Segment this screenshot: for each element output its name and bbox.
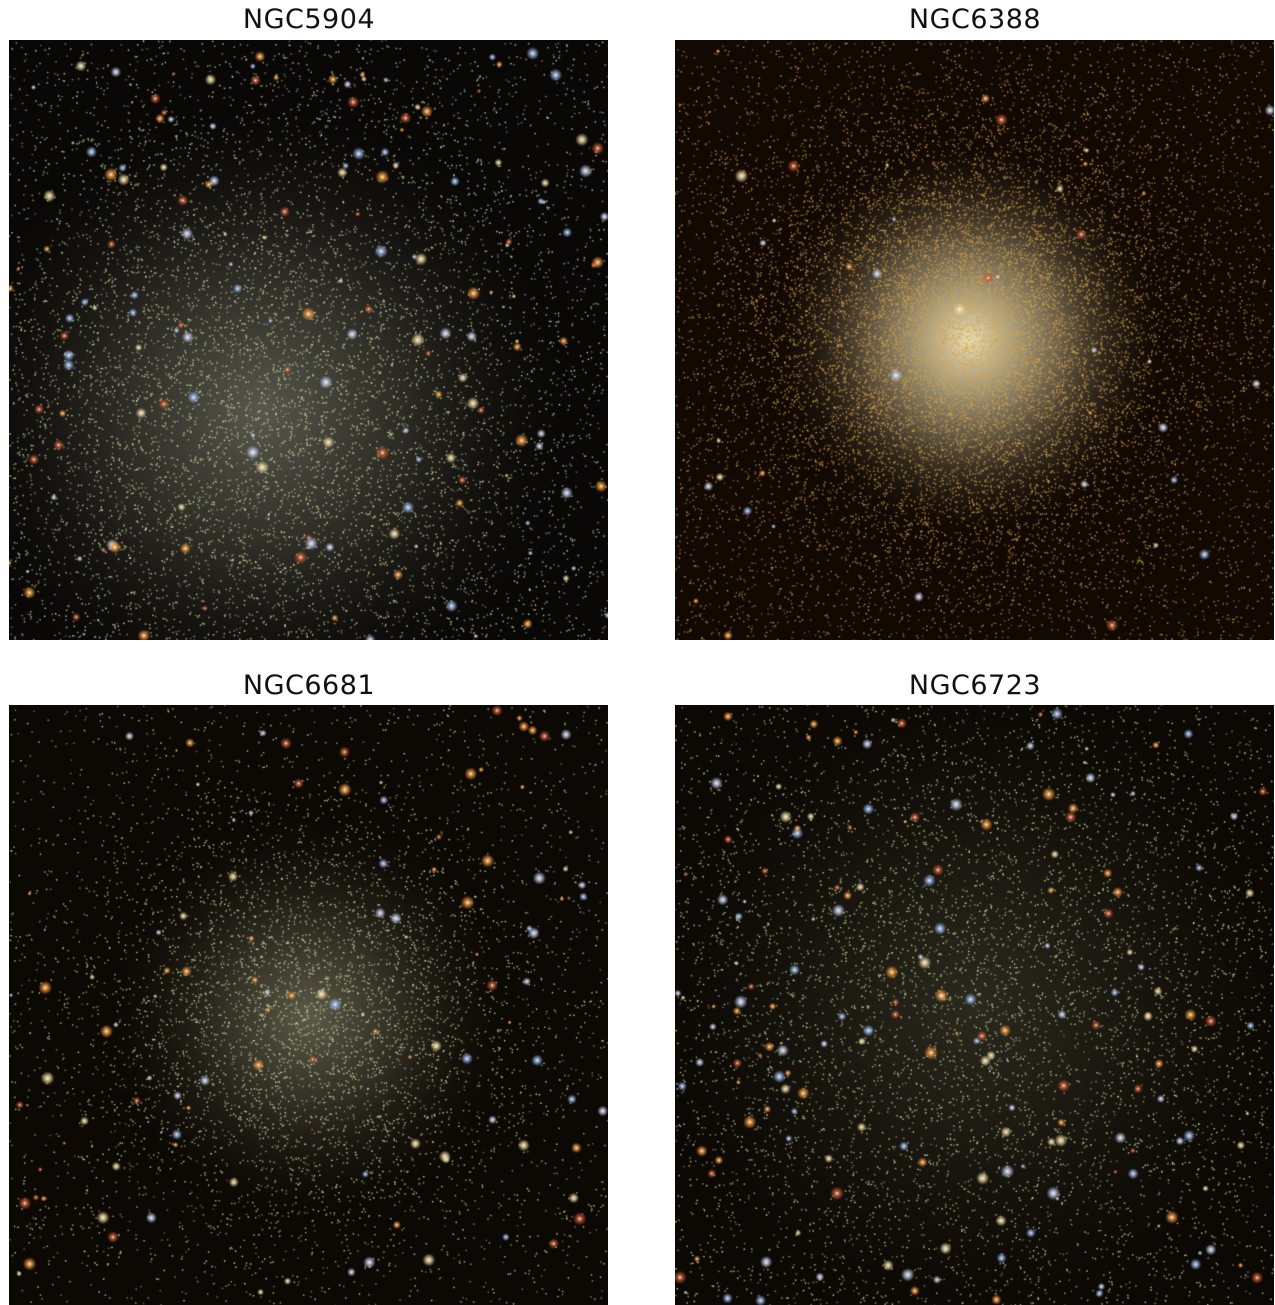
cluster-image-ngc6388 xyxy=(675,40,1274,640)
cluster-image-ngc5904 xyxy=(9,40,608,640)
panel-title-ngc6723: NGC6723 xyxy=(908,670,1042,701)
panel-title-ngc5904: NGC5904 xyxy=(242,4,376,35)
panel-title-ngc6388: NGC6388 xyxy=(908,4,1042,35)
cluster-image-ngc6681 xyxy=(9,705,608,1305)
panel-title-ngc6681: NGC6681 xyxy=(242,670,376,701)
cluster-image-ngc6723 xyxy=(675,705,1274,1305)
